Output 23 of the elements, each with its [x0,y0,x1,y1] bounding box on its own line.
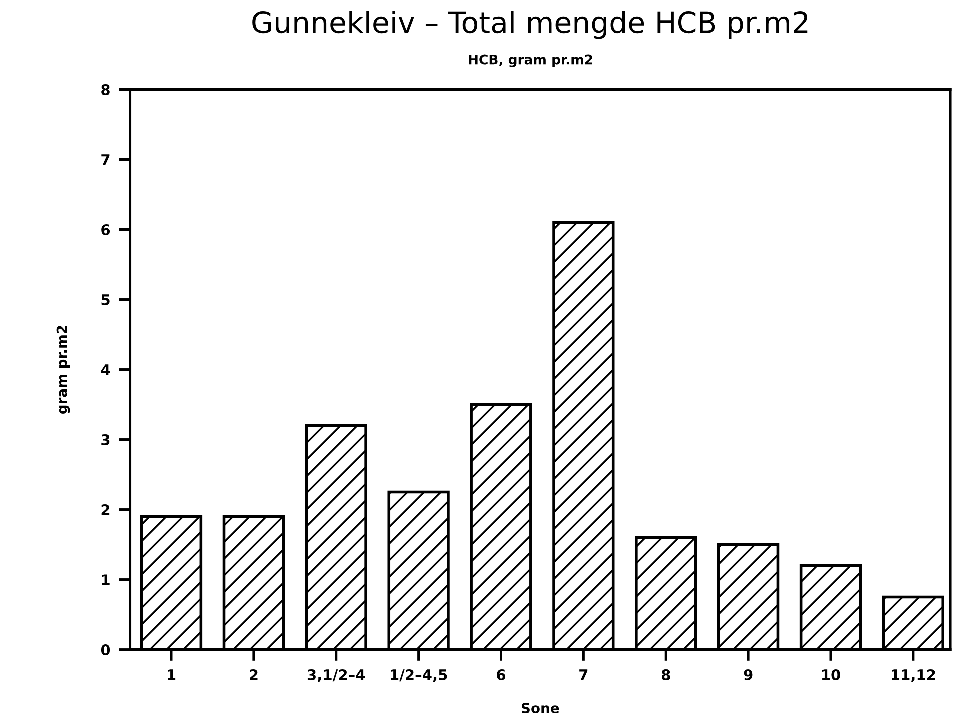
y-tick-label: 5 [102,294,110,306]
y-tick-label: 1 [102,574,110,586]
x-tick-label: 2 [250,669,258,680]
y-tick-label: 4 [101,364,110,376]
chart-subtitle: HCB, gram pr.m2 [469,54,592,68]
y-tick-label: 0 [101,644,110,656]
x-tick-label: 7 [580,670,588,680]
chart-title: Gunnekleiv – Total mengde HCB pr.m2 [252,11,808,40]
x-tick-label: 1 [168,670,176,680]
x-tick-label: 9 [744,670,753,681]
x-tick-label: 10 [822,669,840,681]
x-tick-label: 8 [662,669,670,681]
y-axis-title: gram pr.m2 [56,326,70,414]
x-axis-title: Sone [522,703,560,714]
x-tick-label: 1/2–4,5 [391,669,448,682]
y-tick-label: 6 [102,224,110,236]
x-tick-label: 11,12 [892,669,936,682]
y-tick-label: 8 [102,84,110,96]
y-tick-label: 7 [102,154,110,166]
y-tick-label: 2 [102,504,110,516]
x-tick-label: 3,1/2–4 [308,669,366,682]
y-tick-label: 3 [102,434,110,446]
x-tick-label: 6 [497,670,506,681]
